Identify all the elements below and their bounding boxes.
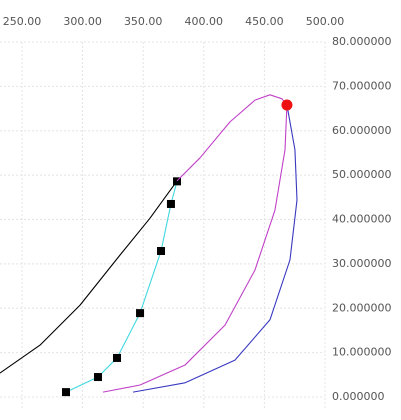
x-tick-label: 500.00	[306, 15, 345, 28]
x-tick-label: 300.00	[63, 15, 102, 28]
marker	[113, 353, 122, 362]
marker	[173, 177, 182, 186]
y-tick-label: 40.000000	[332, 213, 392, 226]
marker	[61, 388, 70, 397]
y-tick-label: 30.000000	[332, 257, 392, 270]
x-tick-label: 350.00	[124, 15, 163, 28]
marker	[93, 373, 102, 382]
x-tick-label: 250.00	[3, 15, 42, 28]
y-tick-label: 80.000000	[332, 35, 392, 48]
curve	[132, 104, 298, 393]
point	[281, 99, 293, 111]
curve	[102, 94, 288, 393]
marker	[166, 199, 175, 208]
marker	[157, 247, 166, 256]
x-tick-label: 450.00	[245, 15, 284, 28]
x-tick-label: 400.00	[185, 15, 224, 28]
y-tick-label: 50.000000	[332, 168, 392, 181]
y-tick-label: 60.000000	[332, 124, 392, 137]
curve	[0, 180, 178, 374]
marker	[136, 309, 145, 318]
y-tick-label: 10.000000	[332, 346, 392, 359]
y-tick-label: 20.000000	[332, 301, 392, 314]
y-tick-label: 70.000000	[332, 79, 392, 92]
y-tick-label: 0.000000	[332, 390, 385, 403]
